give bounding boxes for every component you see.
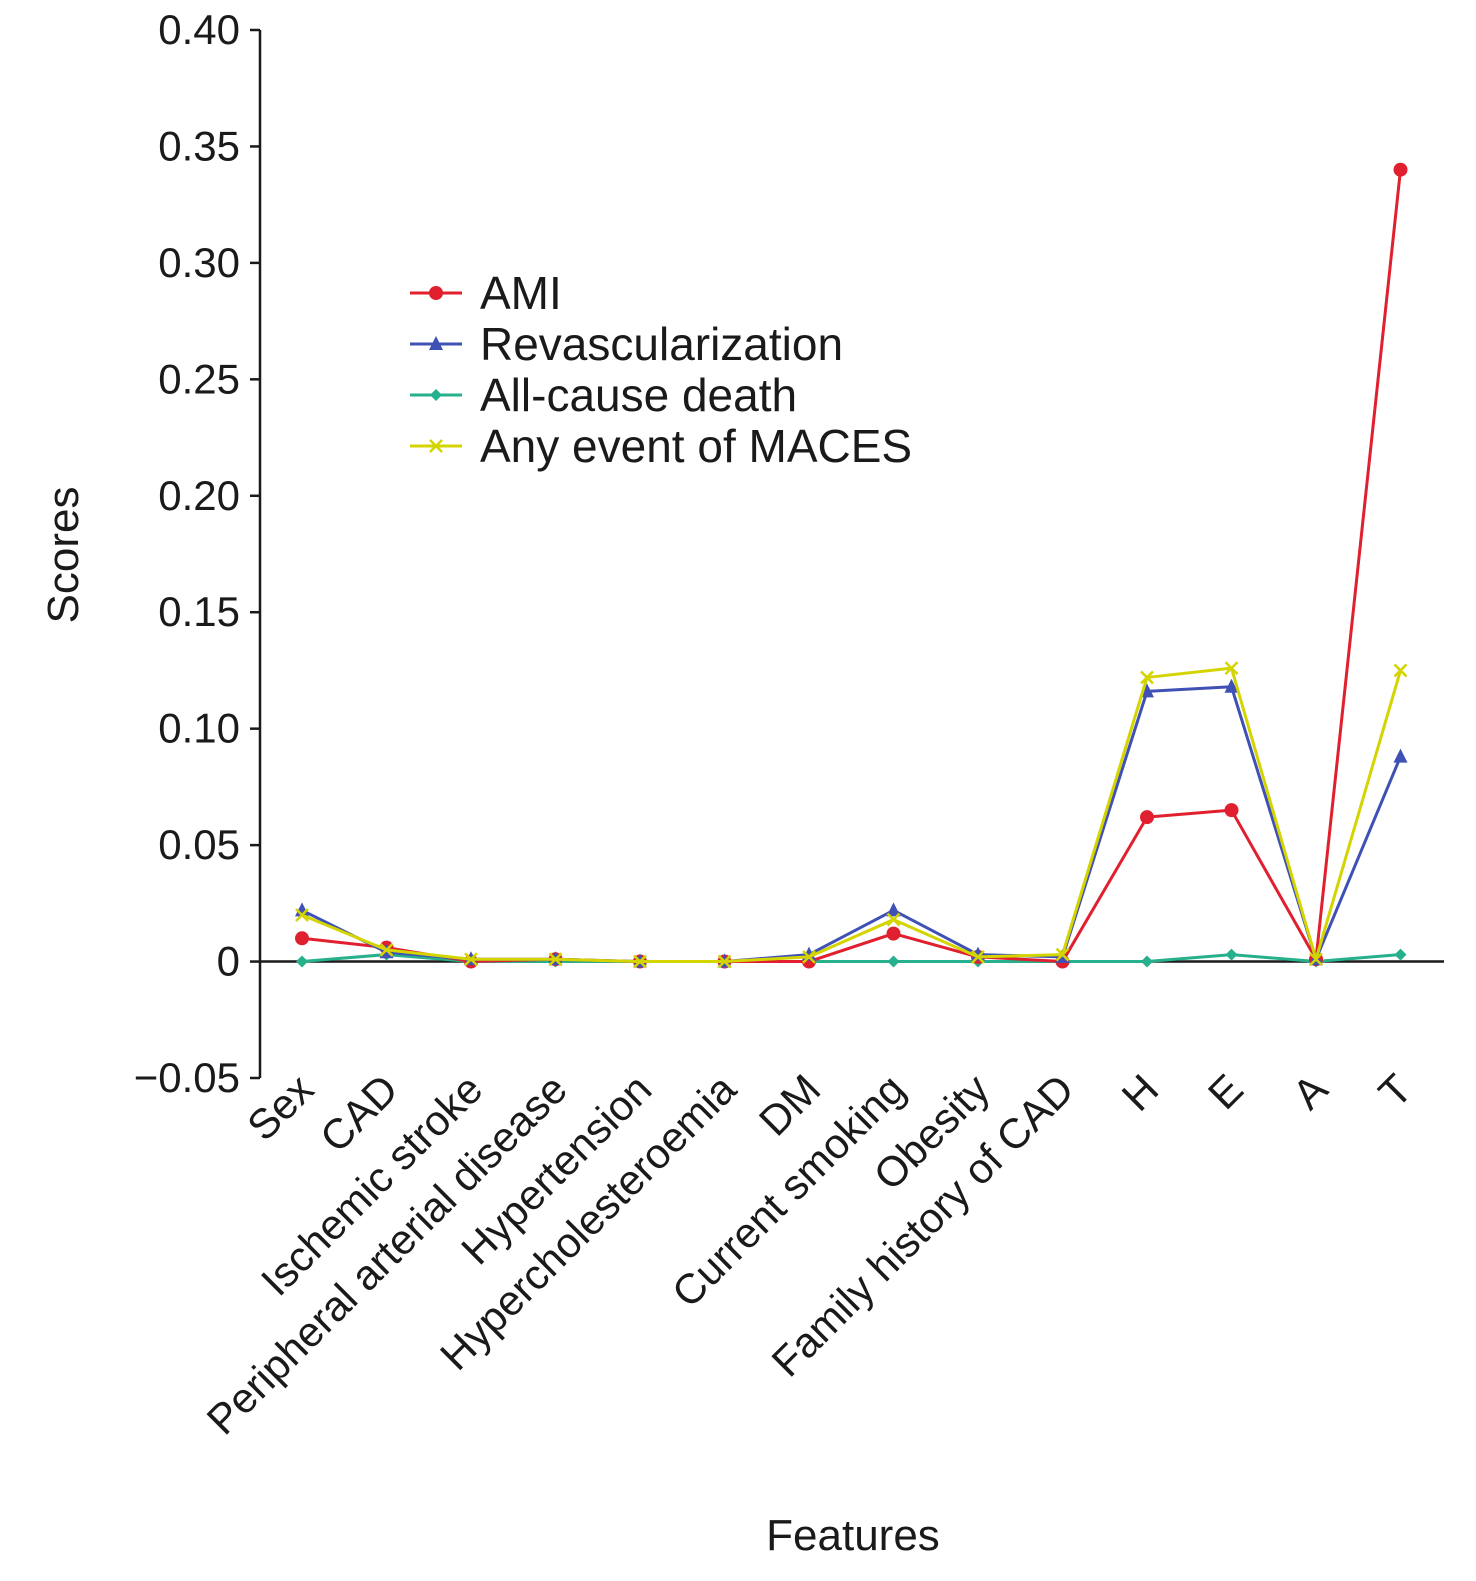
data-point: [802, 950, 816, 964]
axes: [258, 30, 1444, 1078]
data-point: [379, 943, 394, 957]
y-tick-label: 0.10: [158, 705, 240, 752]
series-ami: [295, 162, 1408, 969]
data-point: [295, 908, 309, 922]
data-point: [296, 955, 308, 968]
y-tick-label: 0.15: [158, 588, 240, 635]
data-point: [430, 389, 442, 401]
series-line: [301, 666, 1402, 964]
y-axis-title: Scores: [39, 487, 88, 624]
series-line: [301, 685, 1402, 964]
data-point: [1393, 663, 1408, 678]
data-point: [971, 950, 985, 964]
data-point: [1394, 948, 1407, 961]
data-point: [1055, 947, 1070, 962]
data-point: [633, 954, 647, 969]
data-point: [886, 926, 901, 941]
x-tick-label: H: [1113, 1065, 1168, 1120]
y-tick-label: 0.05: [158, 821, 240, 868]
x-tick-label: E: [1199, 1065, 1252, 1118]
y-ticks: −0.05 0 0.05 0.10 0.15 0.20 0.25 0.30 0.35 0.40: [134, 6, 260, 1101]
data-point: [886, 902, 901, 917]
legend-label: AMI: [480, 267, 562, 319]
data-point: [1393, 748, 1408, 763]
series-any-event-of-maces: [295, 661, 1408, 969]
series-revascularization: [295, 678, 1408, 968]
legend-label: All-cause death: [480, 369, 797, 421]
data-point: [1224, 678, 1239, 693]
y-tick-label: 0: [217, 938, 240, 985]
y-tick-label: 0.40: [158, 6, 240, 53]
x-tick-label: A: [1283, 1065, 1336, 1118]
data-point: [295, 931, 309, 946]
y-tick-label: 0.35: [158, 122, 240, 169]
data-point: [1309, 952, 1323, 967]
series-layer: [295, 162, 1408, 969]
data-point: [464, 952, 478, 967]
y-tick-label: 0.30: [158, 239, 240, 286]
data-point: [429, 286, 443, 300]
y-tick-label: 0.25: [158, 355, 240, 402]
y-tick-label: 0.20: [158, 472, 240, 519]
x-tick-label: T: [1369, 1065, 1420, 1116]
data-point: [1140, 670, 1154, 685]
legend-label: Revascularization: [480, 318, 843, 370]
series-line: [301, 169, 1402, 964]
legend-label: Any event of MACES: [480, 420, 912, 472]
data-point: [1225, 948, 1238, 961]
data-point: [887, 955, 900, 968]
data-point: [429, 336, 443, 350]
x-axis-title: Features: [766, 1511, 940, 1560]
data-point: [717, 954, 732, 969]
data-point: [1224, 803, 1239, 818]
data-point: [1140, 810, 1154, 825]
data-point: [886, 912, 901, 927]
data-point: [1224, 661, 1239, 675]
data-point: [1393, 162, 1408, 177]
data-point: [548, 952, 563, 967]
data-point: [1141, 955, 1153, 968]
y-tick-label: −0.05: [134, 1054, 240, 1101]
data-point: [429, 439, 443, 453]
